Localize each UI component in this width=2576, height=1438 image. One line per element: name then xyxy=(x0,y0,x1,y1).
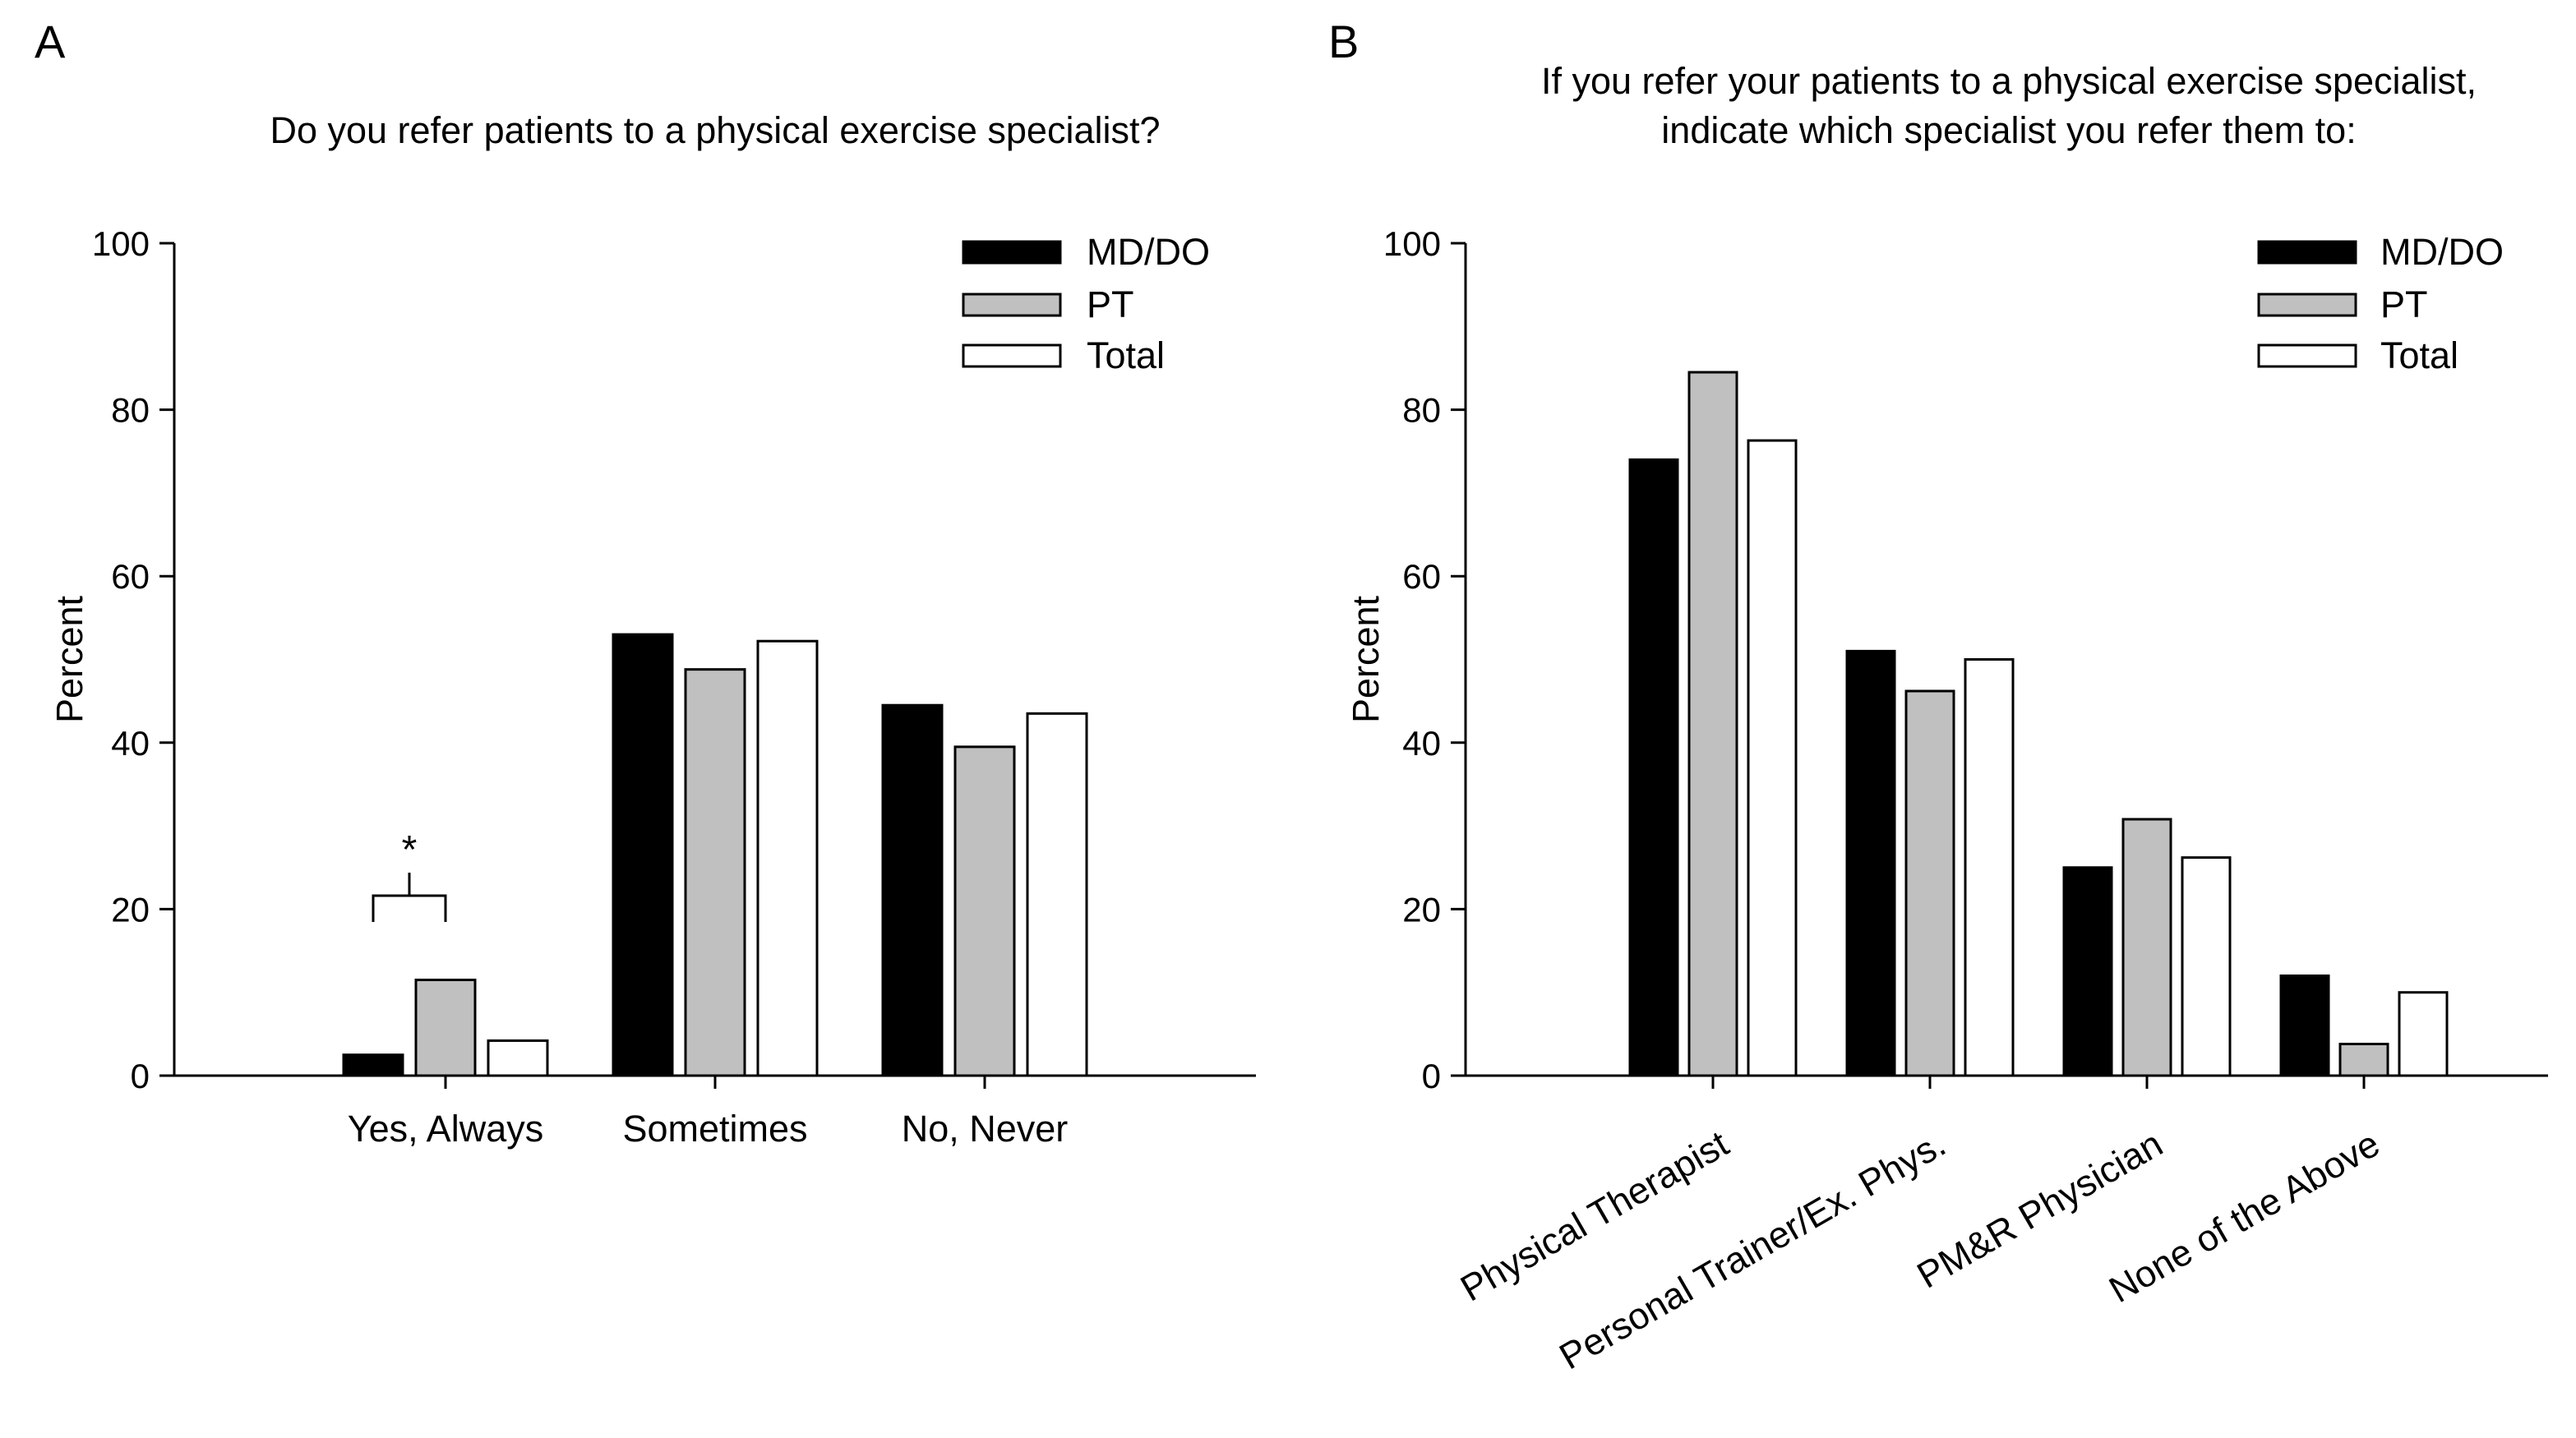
bar-md-do xyxy=(1628,458,1679,1077)
bar-pt xyxy=(1687,371,1738,1077)
bar-pt xyxy=(1904,689,1955,1077)
bar-pt xyxy=(953,745,1016,1077)
y-axis-label: Percent xyxy=(1345,595,1387,723)
panel-b: B If you refer your patients to a physica… xyxy=(1328,16,2548,1377)
legend-swatch xyxy=(2257,343,2357,368)
legend-swatch xyxy=(2257,240,2357,265)
chart-title: Do you refer patients to a physical exer… xyxy=(270,109,1160,151)
bar-total xyxy=(1747,439,1798,1077)
bar-md-do xyxy=(612,633,674,1077)
legend-swatch xyxy=(962,293,1062,317)
panel-label: A xyxy=(35,16,66,67)
x-tick-label: Sometimes xyxy=(622,1108,807,1150)
bar-pt xyxy=(2338,1043,2389,1077)
bar-pt xyxy=(684,668,746,1077)
y-tick-label: 60 xyxy=(111,557,150,596)
bar-md-do xyxy=(342,1053,404,1077)
y-tick-label: 80 xyxy=(1402,391,1441,430)
x-tick-label: Personal Trainer/Ex. Phys. xyxy=(1553,1122,1953,1378)
legend-label: MD/DO xyxy=(1087,231,1210,273)
y-tick-label: 100 xyxy=(92,224,150,263)
bar-md-do xyxy=(2279,974,2330,1077)
bar-total xyxy=(1964,658,2015,1077)
y-axis-label: Percent xyxy=(48,595,90,723)
y-tick-label: 60 xyxy=(1402,557,1441,596)
bar-pt xyxy=(414,979,477,1077)
bar-total xyxy=(1026,712,1088,1077)
panel-a: A Do you refer patients to a physical exe… xyxy=(35,16,1256,1150)
panel-label: B xyxy=(1328,16,1359,67)
y-tick-label: 100 xyxy=(1383,224,1441,263)
significance-bracket xyxy=(372,873,447,922)
bar-total xyxy=(2181,856,2232,1077)
legend-swatch xyxy=(962,343,1062,368)
bar-md-do xyxy=(881,703,944,1077)
bar-md-do xyxy=(1845,649,1896,1077)
bar-total xyxy=(756,639,819,1077)
y-tick-label: 20 xyxy=(1402,890,1441,929)
y-tick-label: 0 xyxy=(1422,1057,1441,1095)
y-tick-label: 0 xyxy=(131,1057,150,1095)
significance-marker: * xyxy=(402,828,418,872)
y-tick-label: 40 xyxy=(111,724,150,763)
bar-md-do xyxy=(2062,866,2113,1077)
legend-swatch xyxy=(2257,293,2357,317)
bar-total xyxy=(487,1039,549,1077)
chart-title: If you refer your patients to a physical… xyxy=(1541,60,2477,102)
bar-total xyxy=(2398,991,2449,1077)
chart-title: indicate which specialist you refer them… xyxy=(1661,109,2356,151)
x-tick-label: Yes, Always xyxy=(348,1108,543,1150)
legend-label: PT xyxy=(2380,283,2428,325)
legend-swatch xyxy=(962,240,1062,265)
legend-label: PT xyxy=(1087,283,1134,325)
y-tick-label: 80 xyxy=(111,391,150,430)
legend-label: MD/DO xyxy=(2380,231,2504,273)
legend-label: Total xyxy=(2380,334,2458,376)
x-tick-label: No, Never xyxy=(902,1108,1069,1150)
legend-label: Total xyxy=(1087,334,1165,376)
bar-pt xyxy=(2121,818,2172,1077)
y-tick-label: 20 xyxy=(111,890,150,929)
y-tick-label: 40 xyxy=(1402,724,1441,763)
